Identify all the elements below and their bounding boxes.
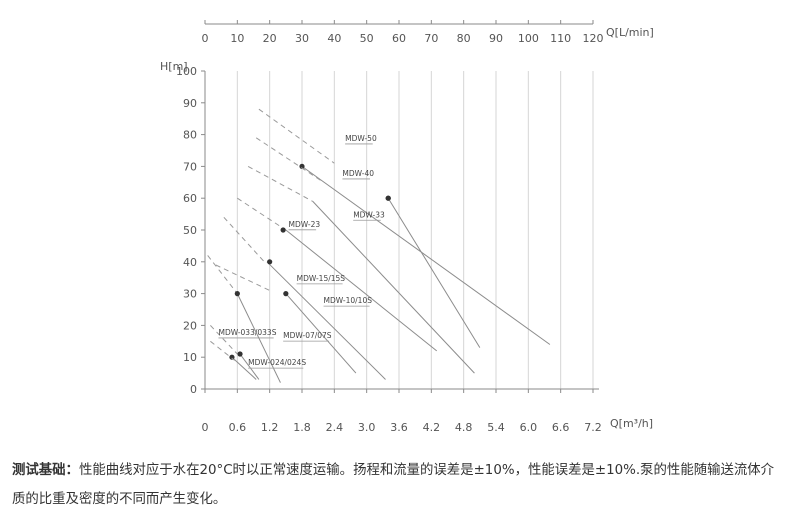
x-top-tick-label: 0 — [202, 32, 209, 45]
x-bottom-tick-label: 6.0 — [520, 421, 538, 434]
point-mdw-033-033s — [229, 354, 235, 360]
x-top-tick-label: 40 — [327, 32, 341, 45]
curve-dashed-mdw-23 — [237, 197, 287, 231]
y-tick-label: 70 — [183, 160, 197, 173]
curve-label-mdw-15-15s: MDW-15/15S — [297, 274, 346, 283]
x-bottom-tick-label: 1.8 — [293, 421, 311, 434]
y-tick-label: 30 — [183, 288, 197, 301]
point-mdw-07-07s — [234, 291, 240, 297]
curve-dashed-mdw-15-15s — [223, 216, 265, 263]
x-bottom-tick-label: 5.4 — [487, 421, 505, 434]
curve-mdw-50 — [301, 165, 551, 345]
point-mdw-33 — [385, 195, 391, 201]
x-bottom-axis-label: Q[m³/h] — [610, 417, 653, 430]
x-bottom-tick-label: 6.6 — [552, 421, 570, 434]
point-mdw-23 — [280, 227, 286, 233]
curve-label-mdw-50: MDW-50 — [345, 134, 377, 143]
y-tick-label: 50 — [183, 224, 197, 237]
curve-dashed-mdw-10-10s — [215, 264, 270, 291]
point-mdw-024-024s — [237, 351, 243, 357]
curve-label-mdw-10-10s: MDW-10/10S — [324, 296, 373, 305]
x-bottom-tick-label: 4.2 — [423, 421, 441, 434]
curve-label-mdw-07-07s: MDW-07/07S — [283, 331, 332, 340]
x-top-tick-label: 20 — [263, 32, 277, 45]
x-top-tick-label: 80 — [457, 32, 471, 45]
y-tick-label: 20 — [183, 319, 197, 332]
curve-label-mdw-024-024s: MDW-024/024S — [248, 358, 306, 367]
x-bottom-tick-label: 0.6 — [229, 421, 247, 434]
curve-mdw-40 — [387, 197, 481, 348]
point-mdw-50 — [299, 163, 305, 169]
y-axis-label: H[m] — [160, 60, 188, 73]
x-top-tick-label: 90 — [489, 32, 503, 45]
curve-label-mdw-23: MDW-23 — [289, 220, 321, 229]
curve-mdw-23 — [285, 229, 438, 352]
curve-mdw-033-033s — [231, 356, 257, 380]
point-mdw-10-10s — [283, 291, 289, 297]
point-mdw-15-15s — [267, 259, 273, 265]
y-tick-label: 60 — [183, 192, 197, 205]
x-top-tick-label: 70 — [424, 32, 438, 45]
note-text: 性能曲线对应于水在20°C时以正常速度运输。扬程和流量的误差是±10%，性能误差… — [12, 463, 775, 507]
x-top-tick-label: 30 — [295, 32, 309, 45]
y-tick-label: 80 — [183, 129, 197, 142]
x-top-tick-label: 50 — [360, 32, 374, 45]
curve-dashed-mdw-50 — [258, 108, 335, 164]
curve-dashed-mdw-40 — [255, 137, 324, 183]
x-bottom-tick-label: 1.2 — [261, 421, 279, 434]
chart-curves: MDW-50 MDW-40 MDW-33 MDW-23 MDW-15/15S MDW-10… — [207, 108, 551, 383]
y-tick-label: 10 — [183, 351, 197, 364]
curve-mdw-024-024s — [239, 353, 260, 380]
curve-dashed-mdw-07-07s — [207, 255, 238, 294]
x-bottom-tick-label: 4.8 — [455, 421, 473, 434]
curve-mdw-15-15s — [266, 261, 386, 380]
test-basis-note: 测试基础：性能曲线对应于水在20°C时以正常速度运输。扬程和流量的误差是±10%… — [12, 456, 782, 514]
x-top-tick-label: 120 — [583, 32, 604, 45]
chart-grid — [204, 71, 594, 389]
curve-dashed-mdw-33 — [247, 165, 314, 202]
curve-mdw-33 — [312, 201, 475, 374]
y-tick-label: 100 — [176, 65, 197, 78]
x-top-tick-label: 100 — [518, 32, 539, 45]
curve-dashed-mdw-033-033s — [210, 325, 238, 355]
curve-label-mdw-33: MDW-33 — [353, 210, 385, 219]
y-tick-label: 90 — [183, 97, 197, 110]
x-bottom-tick-label: 0 — [202, 421, 209, 434]
note-label: 测试基础： — [12, 463, 79, 478]
y-tick-label: 40 — [183, 256, 197, 269]
x-top-tick-label: 110 — [550, 32, 571, 45]
x-top-tick-label: 10 — [230, 32, 244, 45]
curve-mdw-10-10s — [285, 293, 357, 374]
x-top-axis-label: Q[L/min] — [606, 26, 654, 39]
y-tick-label: 0 — [190, 383, 197, 396]
curve-label-mdw-40: MDW-40 — [342, 169, 374, 178]
curve-label-mdw-033-033s: MDW-033/033S — [218, 328, 276, 337]
x-bottom-tick-label: 3.6 — [390, 421, 408, 434]
x-top-tick-label: 60 — [392, 32, 406, 45]
x-bottom-tick-label: 2.4 — [326, 421, 344, 434]
x-bottom-tick-label: 3.0 — [358, 421, 376, 434]
x-bottom-tick-label: 7.2 — [584, 421, 602, 434]
